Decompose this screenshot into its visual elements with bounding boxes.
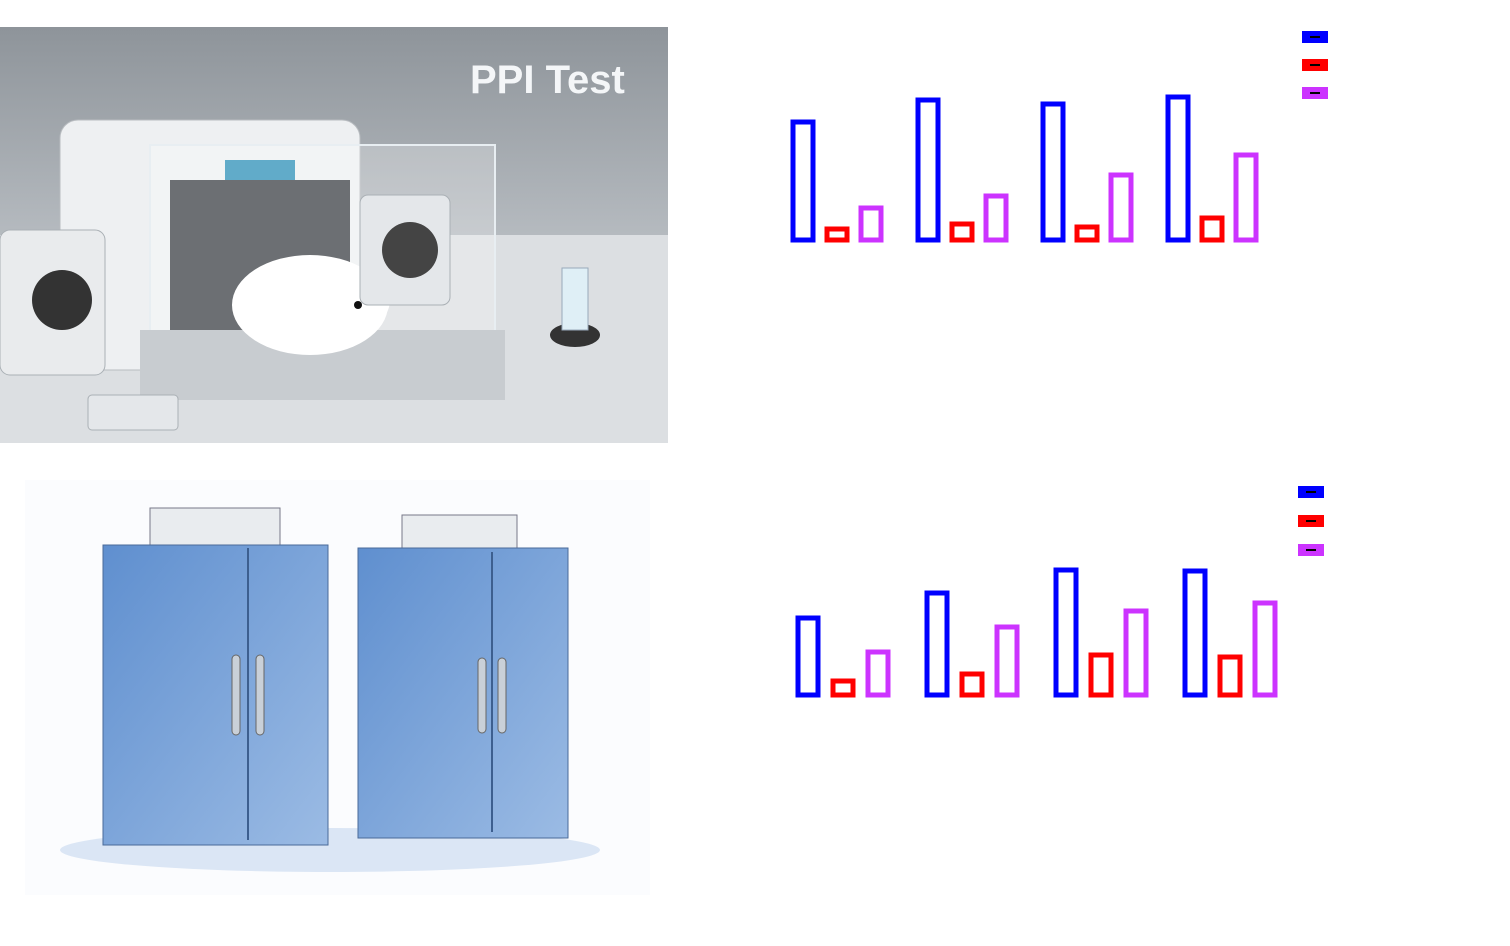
bar: [1252, 600, 1278, 698]
bar: [1165, 94, 1191, 243]
bar: [858, 205, 884, 243]
bar: [865, 649, 891, 698]
bar: [994, 624, 1020, 698]
bar: [1182, 568, 1208, 698]
bar: [790, 119, 816, 243]
bar: [1088, 652, 1114, 698]
bar: [1053, 567, 1079, 698]
bar: [795, 615, 821, 698]
ppi-illustration: PPI Test: [0, 27, 668, 443]
bar: [824, 226, 850, 243]
bar: [924, 590, 950, 698]
bar: [915, 97, 941, 243]
bar: [983, 193, 1009, 243]
bar: [1233, 152, 1259, 243]
incubator-illustration: [25, 480, 650, 895]
bar: [1123, 608, 1149, 698]
panel-label: PPI Test: [470, 58, 625, 102]
bar: [1217, 654, 1243, 698]
bar: [1199, 215, 1225, 243]
bar: [1074, 224, 1100, 243]
bar: [959, 671, 985, 698]
bar: [830, 678, 856, 698]
bar: [1108, 172, 1134, 243]
bar: [1040, 101, 1066, 243]
bar: [949, 221, 975, 243]
